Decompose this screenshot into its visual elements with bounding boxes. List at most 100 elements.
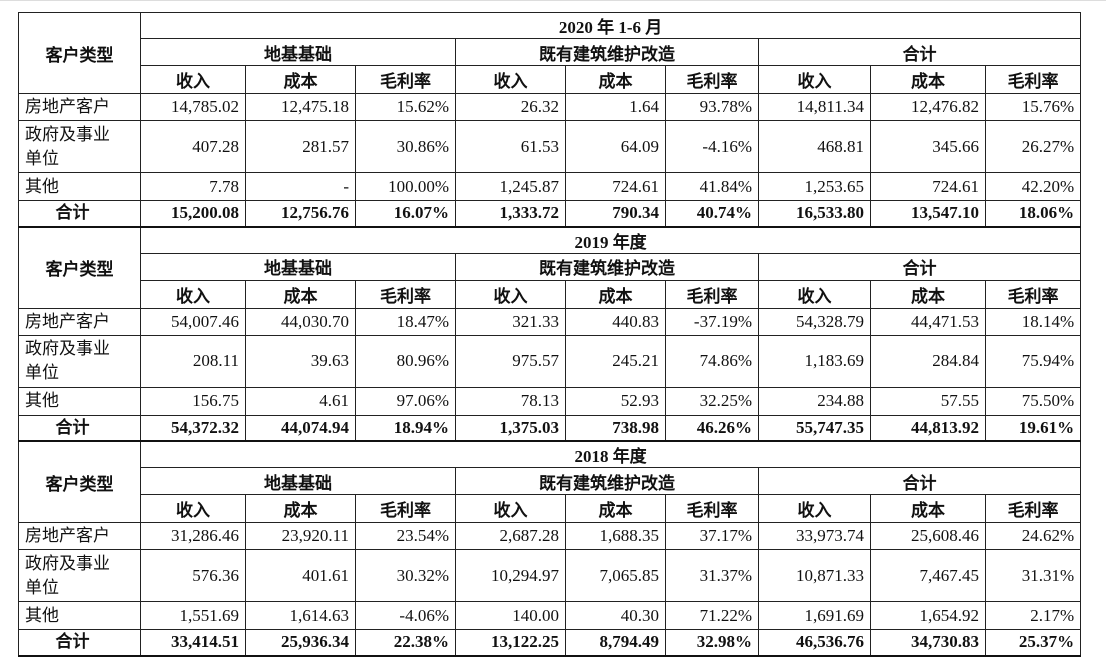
value-cell: 30.86% bbox=[355, 120, 456, 173]
table-row: 地基基础 既有建筑维护改造 合计 bbox=[19, 467, 1082, 495]
value-cell: 1,654.92 bbox=[870, 601, 986, 630]
value-cell: 52.93 bbox=[565, 386, 666, 416]
value-cell: 407.28 bbox=[140, 120, 246, 173]
period-header: 2020 年 1-6 月 bbox=[139, 12, 1082, 39]
value-cell: 15.62% bbox=[355, 93, 456, 121]
value-cell: 24.62% bbox=[984, 522, 1082, 550]
value-cell: 61.53 bbox=[455, 120, 566, 173]
value-cell: 22.38% bbox=[355, 629, 456, 657]
value-cell: 1,245.87 bbox=[455, 172, 566, 201]
column-header: 收入 bbox=[140, 65, 246, 94]
value-cell: 724.61 bbox=[870, 172, 986, 201]
row-label: 政府及事业单位 bbox=[18, 549, 141, 602]
column-header: 毛利率 bbox=[355, 65, 456, 94]
value-cell: 64.09 bbox=[565, 120, 666, 173]
row-label: 合计 bbox=[18, 414, 141, 442]
value-cell: 15.76% bbox=[984, 93, 1082, 121]
value-cell: 1,375.03 bbox=[455, 414, 566, 442]
value-cell: 468.81 bbox=[758, 120, 871, 173]
value-cell: 78.13 bbox=[455, 386, 566, 416]
value-cell: 140.00 bbox=[455, 601, 566, 630]
column-header: 毛利率 bbox=[984, 65, 1082, 94]
value-cell: 2,687.28 bbox=[455, 522, 566, 550]
table-row: 政府及事业单位 576.36 401.61 30.32% 10,294.97 7,065.… bbox=[18, 549, 1082, 602]
value-cell: 54,372.32 bbox=[140, 414, 246, 442]
value-cell: 1,691.69 bbox=[758, 601, 871, 630]
column-header: 毛利率 bbox=[355, 494, 456, 523]
value-cell: 2.17% bbox=[984, 601, 1082, 630]
value-cell: 13,122.25 bbox=[455, 629, 566, 657]
value-cell: 26.27% bbox=[984, 120, 1082, 173]
value-cell: 156.75 bbox=[140, 386, 246, 416]
value-cell: 54,007.46 bbox=[140, 307, 246, 336]
value-cell: 12,475.18 bbox=[245, 93, 356, 121]
column-header: 成本 bbox=[870, 279, 986, 309]
financial-table: 客户类型 2020 年 1-6 月地基基础 既有建筑维护改造 合计 收入 成本 毛利率 收入成… bbox=[18, 12, 1082, 657]
table-row: 房地产客户 54,007.46 44,030.70 18.47% 321.33 440.8… bbox=[18, 307, 1082, 336]
column-header: 毛利率 bbox=[984, 494, 1082, 523]
value-cell: 39.63 bbox=[245, 334, 356, 388]
value-cell: 1,551.69 bbox=[140, 601, 246, 630]
column-header: 收入 bbox=[455, 494, 566, 523]
value-cell: 12,476.82 bbox=[870, 93, 986, 121]
value-cell: 16.07% bbox=[355, 200, 456, 228]
table-row: 合计 33,414.51 25,936.34 22.38% 13,122.25 8,794… bbox=[18, 629, 1082, 657]
value-cell: 97.06% bbox=[355, 386, 456, 416]
customer-type-header: 客户类型 bbox=[18, 440, 141, 523]
value-cell: 23.54% bbox=[355, 522, 456, 550]
table-row: 政府及事业单位 407.28 281.57 30.86% 61.53 64.09 -4.16… bbox=[18, 120, 1082, 173]
table-body: 客户类型 2020 年 1-6 月地基基础 既有建筑维护改造 合计 收入 成本 毛利率 收入成… bbox=[18, 12, 1082, 657]
group-header: 合计 bbox=[757, 467, 1082, 495]
table-row: 房地产客户 31,286.46 23,920.11 23.54% 2,687.28 1,6… bbox=[18, 522, 1082, 550]
row-label: 合计 bbox=[18, 200, 141, 228]
value-cell: 18.14% bbox=[984, 307, 1082, 336]
value-cell: 19.61% bbox=[984, 414, 1082, 442]
row-label: 其他 bbox=[18, 601, 141, 630]
column-header: 成本 bbox=[870, 65, 986, 94]
value-cell: 14,785.02 bbox=[140, 93, 246, 121]
value-cell: 26.32 bbox=[455, 93, 566, 121]
value-cell: 345.66 bbox=[870, 120, 986, 173]
period-header: 2019 年度 bbox=[139, 226, 1082, 254]
value-cell: 234.88 bbox=[758, 386, 871, 416]
group-header: 合计 bbox=[757, 252, 1082, 281]
table-row: 其他 7.78-100.00% 1,245.87 724.61 41.84% 1,253.… bbox=[18, 172, 1082, 201]
value-cell: 10,294.97 bbox=[455, 549, 566, 602]
column-header: 收入 bbox=[455, 279, 566, 309]
column-header: 毛利率 bbox=[665, 65, 759, 94]
table-row: 合计 15,200.08 12,756.76 16.07% 1,333.72 790.34… bbox=[18, 200, 1082, 228]
value-cell: 40.30 bbox=[565, 601, 666, 630]
group-header: 地基基础 bbox=[140, 467, 456, 495]
row-label: 其他 bbox=[18, 172, 141, 201]
value-cell: 284.84 bbox=[870, 334, 986, 388]
value-cell: 576.36 bbox=[140, 549, 246, 602]
table-row: 房地产客户 14,785.02 12,475.18 15.62% 26.32 1.64 93… bbox=[18, 93, 1082, 121]
value-cell: 1.64 bbox=[565, 93, 666, 121]
table-row: 合计 54,372.32 44,074.94 18.94% 1,375.03 738.98… bbox=[18, 414, 1082, 442]
table-row: 其他 156.75 4.61 97.06% 78.13 52.93 32.25% 234.88… bbox=[18, 386, 1082, 416]
column-header: 收入 bbox=[758, 279, 871, 309]
value-cell: 7.78 bbox=[140, 172, 246, 201]
value-cell: 23,920.11 bbox=[245, 522, 356, 550]
value-cell: 93.78% bbox=[665, 93, 759, 121]
value-cell: -4.16% bbox=[665, 120, 759, 173]
value-cell: 8,794.49 bbox=[565, 629, 666, 657]
row-label: 政府及事业单位 bbox=[18, 120, 141, 173]
value-cell: 37.17% bbox=[665, 522, 759, 550]
row-label: 房地产客户 bbox=[18, 93, 141, 121]
column-header: 成本 bbox=[565, 494, 666, 523]
group-header: 既有建筑维护改造 bbox=[455, 38, 759, 66]
value-cell: 1,688.35 bbox=[565, 522, 666, 550]
value-cell: 25,608.46 bbox=[870, 522, 986, 550]
column-header: 收入 bbox=[758, 494, 871, 523]
value-cell: 75.50% bbox=[984, 386, 1082, 416]
value-cell: 12,756.76 bbox=[245, 200, 356, 228]
value-cell: 790.34 bbox=[565, 200, 666, 228]
value-cell: 208.11 bbox=[140, 334, 246, 388]
value-cell: 80.96% bbox=[355, 334, 456, 388]
column-header: 成本 bbox=[245, 279, 356, 309]
value-cell: 18.47% bbox=[355, 307, 456, 336]
value-cell: 71.22% bbox=[665, 601, 759, 630]
value-cell: -37.19% bbox=[665, 307, 759, 336]
value-cell: 25,936.34 bbox=[245, 629, 356, 657]
